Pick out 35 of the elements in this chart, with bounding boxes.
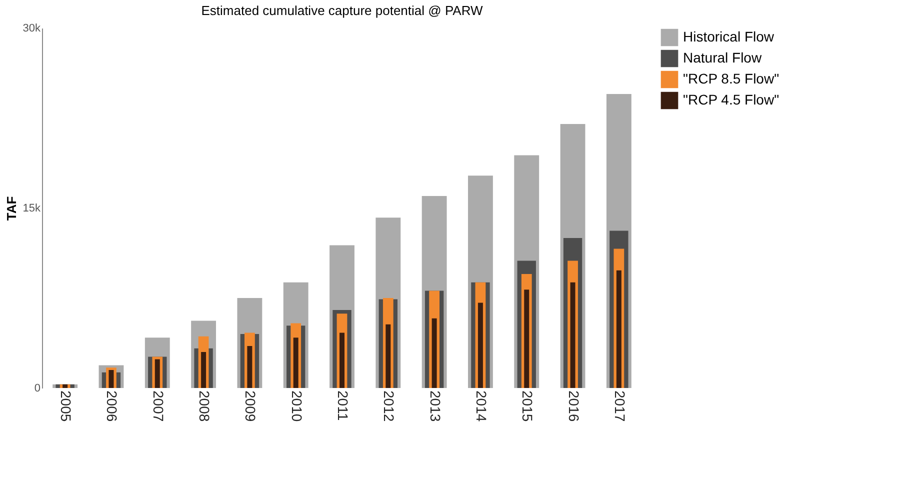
- x-tick-label: 2017: [612, 390, 628, 422]
- bar: [478, 302, 483, 388]
- x-tick-label: 2007: [150, 390, 166, 422]
- bar: [62, 384, 68, 388]
- chart-title: Estimated cumulative capture potential @ PARW: [201, 3, 484, 18]
- x-tick-label: 2013: [427, 390, 444, 422]
- x-tick-label: 2010: [288, 390, 305, 422]
- bar: [340, 332, 344, 388]
- y-tick-label: 0: [34, 382, 40, 394]
- x-tick-label: 2016: [566, 390, 582, 422]
- bar: [570, 282, 576, 388]
- bar: [386, 324, 391, 388]
- x-tick-label: 2014: [473, 390, 490, 422]
- y-tick-label: 15k: [22, 202, 41, 214]
- bar: [432, 318, 437, 388]
- legend-label: "RCP 4.5 Flow": [683, 92, 780, 108]
- y-tick-label: 30k: [22, 22, 41, 34]
- x-tick-label: 2012: [381, 390, 398, 422]
- bar: [154, 359, 160, 388]
- x-tick-label: 2006: [104, 390, 120, 422]
- y-axis-title: TAF: [4, 196, 19, 221]
- x-tick-label: 2008: [196, 390, 213, 422]
- bar: [247, 346, 252, 388]
- bar: [616, 270, 622, 388]
- x-tick-label: 2015: [520, 390, 536, 422]
- x-tick-label: 2005: [58, 390, 74, 422]
- bar: [108, 370, 114, 388]
- legend-label: Natural Flow: [683, 50, 762, 66]
- legend-label: Historical Flow: [683, 28, 775, 44]
- bar: [524, 290, 530, 388]
- legend-label: "RCP 8.5 Flow": [683, 70, 780, 86]
- bar: [293, 338, 298, 388]
- x-tick-label: 2009: [242, 390, 259, 422]
- x-tick-label: 2011: [335, 390, 351, 421]
- bar: [201, 352, 206, 388]
